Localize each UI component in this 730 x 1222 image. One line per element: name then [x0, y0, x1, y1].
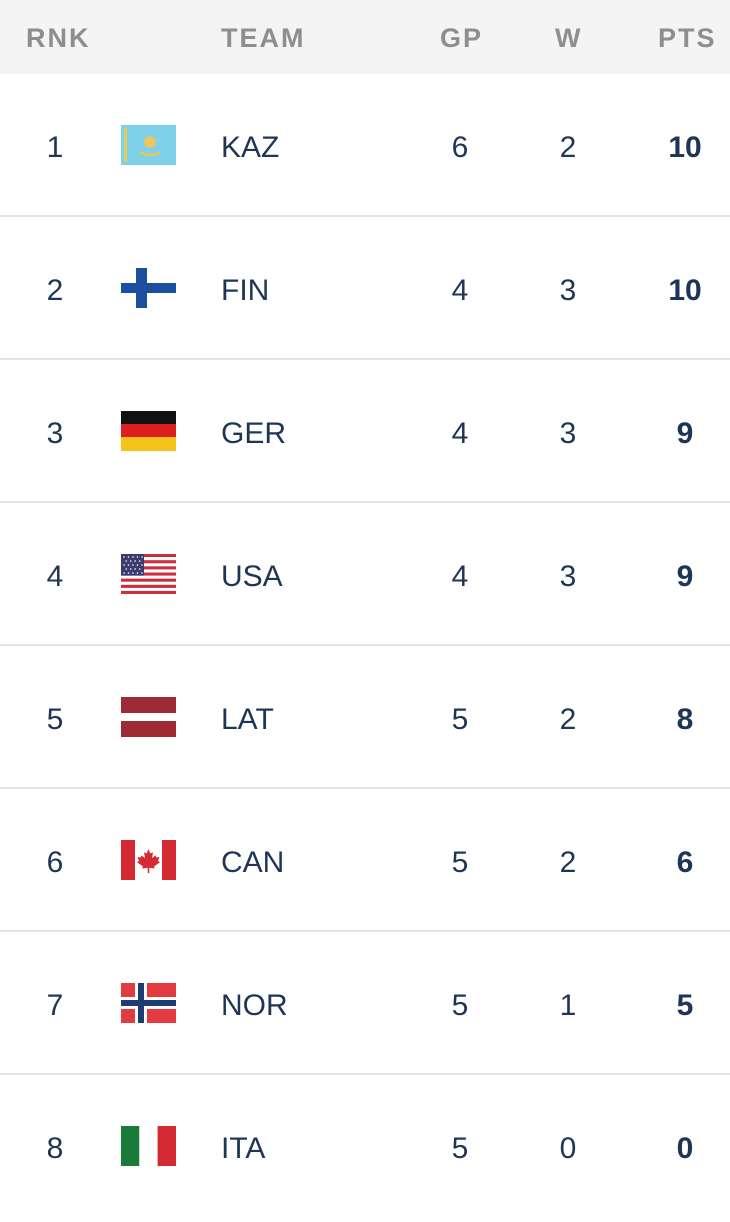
rank-cell: 8	[46, 1132, 64, 1165]
games-played-cell: 5	[451, 703, 469, 736]
rank-cell: 2	[46, 274, 64, 307]
team-name[interactable]: LAT	[221, 703, 274, 736]
points-cell: 10	[668, 131, 702, 164]
games-played-cell: 6	[451, 131, 469, 164]
rank-cell: 7	[46, 989, 64, 1022]
rank-cell: 1	[46, 131, 64, 164]
team-name[interactable]: NOR	[221, 989, 288, 1022]
wins-cell: 3	[559, 417, 577, 450]
norway-flag-icon	[121, 983, 176, 1023]
points-cell: 0	[676, 1132, 694, 1165]
finland-flag-icon	[121, 268, 176, 308]
header-games-played[interactable]: GP	[440, 23, 484, 53]
table-row[interactable]: 6 CAN 5 2 6	[0, 789, 730, 932]
table-row[interactable]: 4 USA 4 3	[0, 503, 730, 646]
wins-cell: 2	[559, 703, 577, 736]
table-row[interactable]: 7 NOR 5 1 5	[0, 932, 730, 1075]
team-name[interactable]: USA	[221, 560, 283, 593]
table-row[interactable]: 2 FIN 4 3 10	[0, 217, 730, 360]
wins-cell: 3	[559, 274, 577, 307]
points-cell: 9	[676, 560, 694, 593]
table-row[interactable]: 5 LAT 5 2 8	[0, 646, 730, 789]
header-wins[interactable]: W	[555, 23, 583, 53]
header-team[interactable]: TEAM	[221, 23, 306, 53]
rank-cell: 3	[46, 417, 64, 450]
team-name[interactable]: CAN	[221, 846, 285, 879]
latvia-flag-icon	[121, 697, 176, 737]
germany-flag-icon	[121, 411, 176, 451]
canada-flag-icon	[121, 840, 176, 880]
team-name[interactable]: ITA	[221, 1132, 266, 1165]
table-header: RNK TEAM GP W PTS	[0, 0, 730, 74]
games-played-cell: 4	[451, 274, 469, 307]
rank-cell: 4	[46, 560, 64, 593]
kazakhstan-flag-icon	[121, 125, 176, 165]
points-cell: 8	[676, 703, 694, 736]
games-played-cell: 5	[451, 989, 469, 1022]
team-name[interactable]: GER	[221, 417, 287, 450]
table-row[interactable]: 3 GER 4 3 9	[0, 360, 730, 503]
games-played-cell: 4	[451, 560, 469, 593]
italy-flag-icon	[121, 1126, 176, 1166]
wins-cell: 1	[559, 989, 577, 1022]
points-cell: 6	[676, 846, 694, 879]
table-row[interactable]: 1 KAZ 6 2 10	[0, 74, 730, 217]
wins-cell: 3	[559, 560, 577, 593]
rank-cell: 5	[46, 703, 64, 736]
wins-cell: 2	[559, 846, 577, 879]
team-name[interactable]: FIN	[221, 274, 270, 307]
usa-flag-icon	[121, 554, 176, 594]
points-cell: 10	[668, 274, 702, 307]
rank-cell: 6	[46, 846, 64, 879]
games-played-cell: 5	[451, 1132, 469, 1165]
points-cell: 9	[676, 417, 694, 450]
wins-cell: 0	[559, 1132, 577, 1165]
games-played-cell: 5	[451, 846, 469, 879]
header-rank[interactable]: RNK	[26, 23, 91, 53]
games-played-cell: 4	[451, 417, 469, 450]
table-row[interactable]: 8 ITA 5 0 0	[0, 1075, 730, 1218]
points-cell: 5	[676, 989, 694, 1022]
header-points[interactable]: PTS	[658, 23, 717, 53]
wins-cell: 2	[559, 131, 577, 164]
team-name[interactable]: KAZ	[221, 131, 280, 164]
